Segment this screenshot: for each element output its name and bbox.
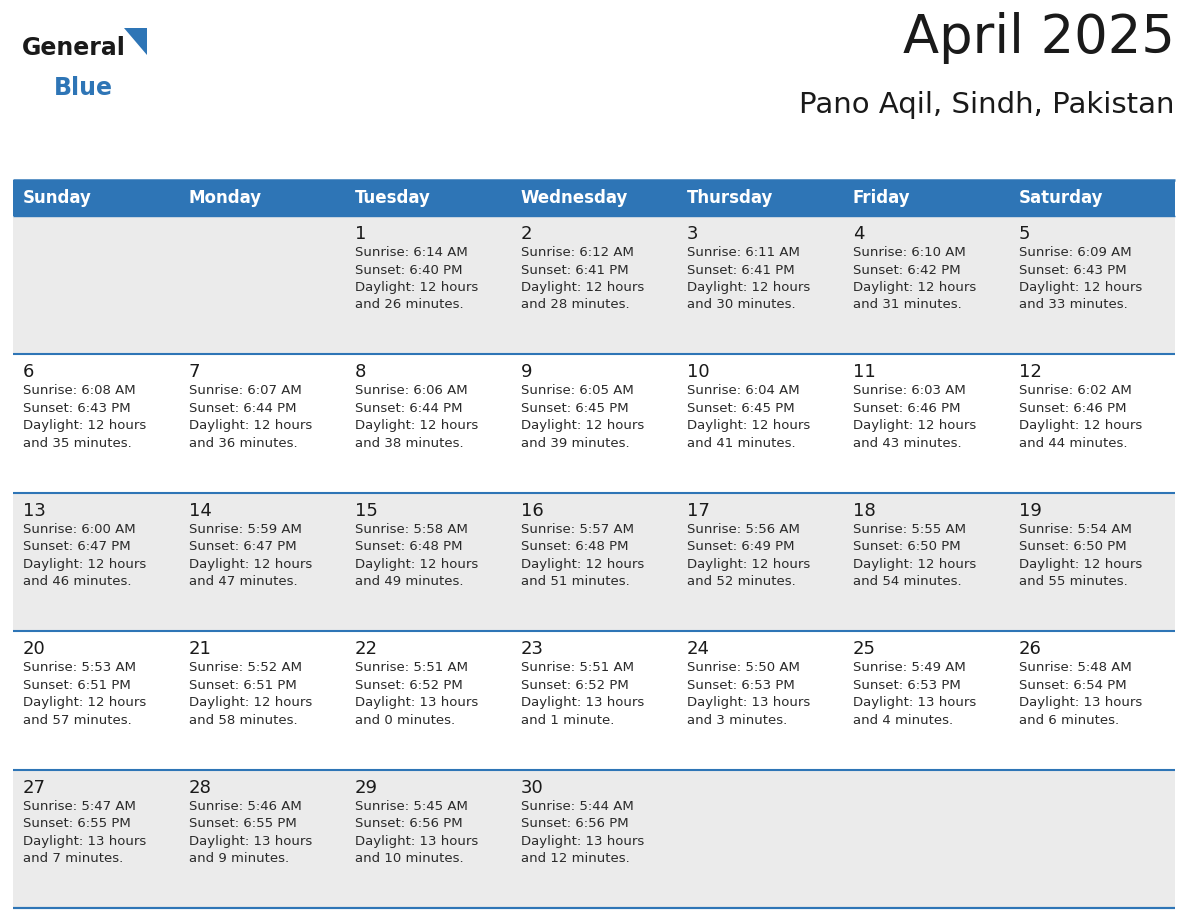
Bar: [13, 216, 1175, 354]
Text: Sunrise: 5:56 AM
Sunset: 6:49 PM
Daylight: 12 hours
and 52 minutes.: Sunrise: 5:56 AM Sunset: 6:49 PM Dayligh…: [687, 522, 810, 588]
Text: Monday: Monday: [189, 189, 263, 207]
Text: Sunrise: 6:05 AM
Sunset: 6:45 PM
Daylight: 12 hours
and 39 minutes.: Sunrise: 6:05 AM Sunset: 6:45 PM Dayligh…: [522, 385, 644, 450]
Text: Sunrise: 5:55 AM
Sunset: 6:50 PM
Daylight: 12 hours
and 54 minutes.: Sunrise: 5:55 AM Sunset: 6:50 PM Dayligh…: [853, 522, 977, 588]
Text: 11: 11: [853, 364, 876, 381]
Text: 21: 21: [189, 640, 211, 658]
Bar: [13, 493, 1175, 632]
Text: 22: 22: [355, 640, 378, 658]
Text: Sunday: Sunday: [23, 189, 91, 207]
Text: 5: 5: [1019, 225, 1030, 243]
Text: Wednesday: Wednesday: [522, 189, 628, 207]
Text: Sunrise: 5:49 AM
Sunset: 6:53 PM
Daylight: 13 hours
and 4 minutes.: Sunrise: 5:49 AM Sunset: 6:53 PM Dayligh…: [853, 661, 977, 727]
Text: Thursday: Thursday: [687, 189, 773, 207]
Text: Sunrise: 5:51 AM
Sunset: 6:52 PM
Daylight: 13 hours
and 1 minute.: Sunrise: 5:51 AM Sunset: 6:52 PM Dayligh…: [522, 661, 644, 727]
Text: Sunrise: 6:10 AM
Sunset: 6:42 PM
Daylight: 12 hours
and 31 minutes.: Sunrise: 6:10 AM Sunset: 6:42 PM Dayligh…: [853, 246, 977, 311]
Text: Sunrise: 6:09 AM
Sunset: 6:43 PM
Daylight: 12 hours
and 33 minutes.: Sunrise: 6:09 AM Sunset: 6:43 PM Dayligh…: [1019, 246, 1142, 311]
Text: Tuesday: Tuesday: [355, 189, 431, 207]
Text: Sunrise: 5:54 AM
Sunset: 6:50 PM
Daylight: 12 hours
and 55 minutes.: Sunrise: 5:54 AM Sunset: 6:50 PM Dayligh…: [1019, 522, 1142, 588]
Text: 15: 15: [355, 502, 378, 520]
Text: 2: 2: [522, 225, 532, 243]
Text: 14: 14: [189, 502, 211, 520]
Text: 20: 20: [23, 640, 46, 658]
Text: 19: 19: [1019, 502, 1042, 520]
Polygon shape: [124, 28, 147, 55]
Text: General: General: [23, 36, 126, 60]
Text: Sunrise: 6:03 AM
Sunset: 6:46 PM
Daylight: 12 hours
and 43 minutes.: Sunrise: 6:03 AM Sunset: 6:46 PM Dayligh…: [853, 385, 977, 450]
Text: 24: 24: [687, 640, 710, 658]
Text: 23: 23: [522, 640, 544, 658]
Text: Sunrise: 6:04 AM
Sunset: 6:45 PM
Daylight: 12 hours
and 41 minutes.: Sunrise: 6:04 AM Sunset: 6:45 PM Dayligh…: [687, 385, 810, 450]
Text: Blue: Blue: [53, 76, 113, 100]
Text: 18: 18: [853, 502, 876, 520]
Text: Sunrise: 5:46 AM
Sunset: 6:55 PM
Daylight: 13 hours
and 9 minutes.: Sunrise: 5:46 AM Sunset: 6:55 PM Dayligh…: [189, 800, 312, 865]
Text: Friday: Friday: [853, 189, 911, 207]
Text: Sunrise: 5:45 AM
Sunset: 6:56 PM
Daylight: 13 hours
and 10 minutes.: Sunrise: 5:45 AM Sunset: 6:56 PM Dayligh…: [355, 800, 479, 865]
Text: 16: 16: [522, 502, 544, 520]
Text: 27: 27: [23, 778, 46, 797]
Text: 7: 7: [189, 364, 201, 381]
Text: 26: 26: [1019, 640, 1042, 658]
Text: April 2025: April 2025: [903, 12, 1175, 64]
Text: Sunrise: 5:57 AM
Sunset: 6:48 PM
Daylight: 12 hours
and 51 minutes.: Sunrise: 5:57 AM Sunset: 6:48 PM Dayligh…: [522, 522, 644, 588]
Text: Sunrise: 5:44 AM
Sunset: 6:56 PM
Daylight: 13 hours
and 12 minutes.: Sunrise: 5:44 AM Sunset: 6:56 PM Dayligh…: [522, 800, 644, 865]
Text: Sunrise: 6:07 AM
Sunset: 6:44 PM
Daylight: 12 hours
and 36 minutes.: Sunrise: 6:07 AM Sunset: 6:44 PM Dayligh…: [189, 385, 312, 450]
Text: Sunrise: 5:51 AM
Sunset: 6:52 PM
Daylight: 13 hours
and 0 minutes.: Sunrise: 5:51 AM Sunset: 6:52 PM Dayligh…: [355, 661, 479, 727]
Text: 3: 3: [687, 225, 699, 243]
Text: Sunrise: 5:58 AM
Sunset: 6:48 PM
Daylight: 12 hours
and 49 minutes.: Sunrise: 5:58 AM Sunset: 6:48 PM Dayligh…: [355, 522, 479, 588]
Text: 1: 1: [355, 225, 366, 243]
Text: Sunrise: 6:12 AM
Sunset: 6:41 PM
Daylight: 12 hours
and 28 minutes.: Sunrise: 6:12 AM Sunset: 6:41 PM Dayligh…: [522, 246, 644, 311]
Text: 25: 25: [853, 640, 876, 658]
Text: 13: 13: [23, 502, 46, 520]
Text: Sunrise: 5:59 AM
Sunset: 6:47 PM
Daylight: 12 hours
and 47 minutes.: Sunrise: 5:59 AM Sunset: 6:47 PM Dayligh…: [189, 522, 312, 588]
Text: 12: 12: [1019, 364, 1042, 381]
Text: Sunrise: 6:14 AM
Sunset: 6:40 PM
Daylight: 12 hours
and 26 minutes.: Sunrise: 6:14 AM Sunset: 6:40 PM Dayligh…: [355, 246, 479, 311]
Bar: [13, 180, 1175, 216]
Bar: [13, 354, 1175, 493]
Text: 29: 29: [355, 778, 378, 797]
Text: 9: 9: [522, 364, 532, 381]
Text: Sunrise: 6:00 AM
Sunset: 6:47 PM
Daylight: 12 hours
and 46 minutes.: Sunrise: 6:00 AM Sunset: 6:47 PM Dayligh…: [23, 522, 146, 588]
Text: Sunrise: 6:11 AM
Sunset: 6:41 PM
Daylight: 12 hours
and 30 minutes.: Sunrise: 6:11 AM Sunset: 6:41 PM Dayligh…: [687, 246, 810, 311]
Text: 10: 10: [687, 364, 709, 381]
Text: 30: 30: [522, 778, 544, 797]
Text: Pano Aqil, Sindh, Pakistan: Pano Aqil, Sindh, Pakistan: [800, 91, 1175, 119]
Text: Sunrise: 6:06 AM
Sunset: 6:44 PM
Daylight: 12 hours
and 38 minutes.: Sunrise: 6:06 AM Sunset: 6:44 PM Dayligh…: [355, 385, 479, 450]
Text: Sunrise: 5:52 AM
Sunset: 6:51 PM
Daylight: 12 hours
and 58 minutes.: Sunrise: 5:52 AM Sunset: 6:51 PM Dayligh…: [189, 661, 312, 727]
Bar: [13, 632, 1175, 769]
Text: Saturday: Saturday: [1019, 189, 1104, 207]
Text: Sunrise: 6:08 AM
Sunset: 6:43 PM
Daylight: 12 hours
and 35 minutes.: Sunrise: 6:08 AM Sunset: 6:43 PM Dayligh…: [23, 385, 146, 450]
Text: Sunrise: 5:48 AM
Sunset: 6:54 PM
Daylight: 13 hours
and 6 minutes.: Sunrise: 5:48 AM Sunset: 6:54 PM Dayligh…: [1019, 661, 1142, 727]
Text: 4: 4: [853, 225, 865, 243]
Text: Sunrise: 5:47 AM
Sunset: 6:55 PM
Daylight: 13 hours
and 7 minutes.: Sunrise: 5:47 AM Sunset: 6:55 PM Dayligh…: [23, 800, 146, 865]
Text: 28: 28: [189, 778, 211, 797]
Text: 6: 6: [23, 364, 34, 381]
Text: Sunrise: 5:50 AM
Sunset: 6:53 PM
Daylight: 13 hours
and 3 minutes.: Sunrise: 5:50 AM Sunset: 6:53 PM Dayligh…: [687, 661, 810, 727]
Text: 17: 17: [687, 502, 710, 520]
Text: 8: 8: [355, 364, 366, 381]
Text: Sunrise: 5:53 AM
Sunset: 6:51 PM
Daylight: 12 hours
and 57 minutes.: Sunrise: 5:53 AM Sunset: 6:51 PM Dayligh…: [23, 661, 146, 727]
Text: Sunrise: 6:02 AM
Sunset: 6:46 PM
Daylight: 12 hours
and 44 minutes.: Sunrise: 6:02 AM Sunset: 6:46 PM Dayligh…: [1019, 385, 1142, 450]
Bar: [13, 769, 1175, 908]
